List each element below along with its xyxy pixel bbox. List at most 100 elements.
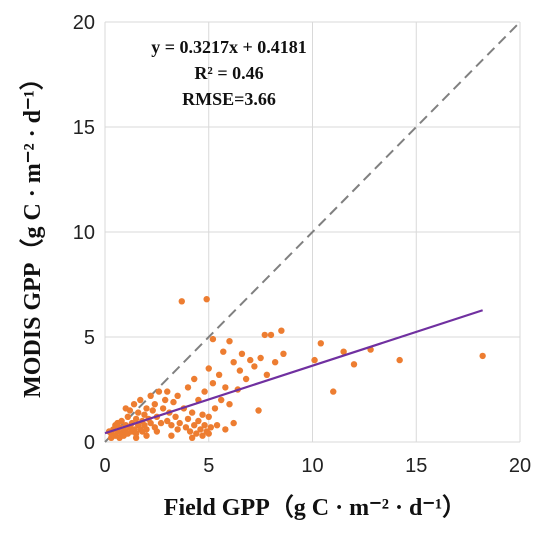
data-point-97 [271, 359, 279, 366]
data-point-113 [153, 428, 161, 435]
data-point-30 [141, 411, 148, 418]
data-point-111 [132, 434, 140, 441]
data-point-103 [340, 348, 347, 355]
data-point-50 [172, 413, 179, 420]
data-point-96 [267, 331, 275, 339]
y-tick-label-0: 0 [84, 432, 95, 454]
data-point-81 [220, 348, 227, 355]
data-point-22 [132, 415, 140, 423]
data-point-106 [396, 356, 403, 364]
data-point-61 [191, 375, 198, 383]
data-point-33 [143, 426, 150, 433]
data-point-117 [205, 430, 212, 437]
x-tick-label-4: 20 [509, 455, 531, 477]
data-point-83 [226, 338, 233, 345]
y-axis-title: MODIS GPP（g C · m⁻² · d⁻¹） [19, 66, 46, 398]
data-point-76 [209, 335, 217, 343]
data-point-87 [236, 367, 244, 374]
annotation-r2: R² = 0.46 [194, 63, 263, 83]
data-point-27 [137, 396, 144, 404]
data-point-68 [201, 388, 208, 395]
data-point-43 [159, 405, 167, 412]
data-point-119 [230, 419, 237, 427]
data-point-69 [201, 422, 208, 429]
annotation-rmse: RMSE=3.66 [182, 89, 276, 109]
data-point-58 [186, 428, 194, 435]
data-point-65 [197, 426, 204, 433]
data-point-60 [191, 422, 198, 429]
x-tick-label-2: 10 [301, 455, 323, 477]
data-point-70 [203, 296, 210, 303]
data-point-108 [108, 434, 115, 441]
data-point-45 [164, 417, 171, 425]
data-point-110 [122, 405, 129, 412]
data-point-72 [205, 413, 212, 420]
data-point-101 [317, 340, 324, 347]
data-point-90 [247, 356, 254, 364]
data-point-36 [147, 392, 154, 399]
data-points [105, 296, 486, 441]
data-point-73 [205, 365, 212, 372]
data-point-25 [135, 409, 142, 416]
data-point-59 [188, 409, 196, 416]
data-point-66 [199, 411, 206, 418]
data-point-63 [195, 417, 202, 425]
data-point-99 [280, 350, 287, 357]
y-tick-labels: 0 5 10 15 20 [73, 12, 95, 454]
data-point-75 [209, 380, 217, 387]
data-point-20 [130, 401, 138, 408]
data-point-52 [176, 419, 183, 427]
data-point-92 [255, 407, 262, 414]
data-point-53 [178, 298, 185, 305]
data-point-46 [164, 388, 171, 395]
x-tick-label-0: 0 [99, 455, 110, 477]
data-point-37 [149, 407, 156, 414]
x-axis-title: Field GPP（g C · m⁻² · d⁻¹） [164, 494, 466, 521]
data-point-39 [151, 401, 158, 408]
data-point-84 [226, 401, 233, 408]
reference-line-group [104, 21, 521, 443]
data-point-109 [114, 419, 121, 427]
data-point-95 [263, 371, 271, 378]
data-point-42 [157, 419, 165, 427]
data-point-88 [238, 350, 246, 357]
data-point-44 [161, 396, 169, 404]
data-point-98 [278, 327, 285, 334]
data-point-35 [147, 419, 154, 427]
data-point-79 [215, 371, 223, 378]
data-point-115 [174, 426, 181, 433]
data-point-82 [222, 384, 229, 391]
annotation-equation: y = 0.3217x + 0.4181 [151, 37, 307, 57]
fit-line-group [104, 309, 483, 435]
regression-fit-line [104, 309, 483, 435]
data-point-94 [261, 331, 268, 339]
data-point-49 [170, 398, 177, 406]
y-tick-label-1: 5 [84, 327, 95, 349]
grid [104, 21, 521, 443]
data-point-51 [174, 392, 181, 399]
data-point-116 [188, 434, 196, 441]
data-point-67 [199, 432, 206, 439]
data-point-78 [213, 422, 221, 429]
data-point-104 [350, 361, 358, 368]
data-point-80 [218, 396, 225, 404]
x-tick-label-3: 15 [405, 455, 427, 477]
data-point-77 [211, 405, 219, 412]
data-point-107 [479, 352, 486, 360]
one-to-one-reference-line [104, 21, 521, 443]
data-point-55 [182, 424, 190, 431]
data-point-62 [193, 430, 200, 437]
x-tick-labels: 0 5 10 15 20 [99, 455, 531, 477]
data-point-91 [251, 363, 258, 370]
x-tick-label-1: 5 [203, 455, 214, 477]
data-point-85 [230, 359, 237, 366]
y-tick-label-2: 10 [73, 222, 95, 244]
data-point-32 [143, 405, 150, 412]
data-point-56 [184, 415, 192, 423]
data-point-100 [311, 356, 318, 364]
data-point-118 [222, 426, 229, 433]
y-tick-label-4: 20 [73, 12, 95, 34]
data-point-93 [257, 354, 264, 362]
y-tick-label-3: 15 [73, 117, 95, 139]
